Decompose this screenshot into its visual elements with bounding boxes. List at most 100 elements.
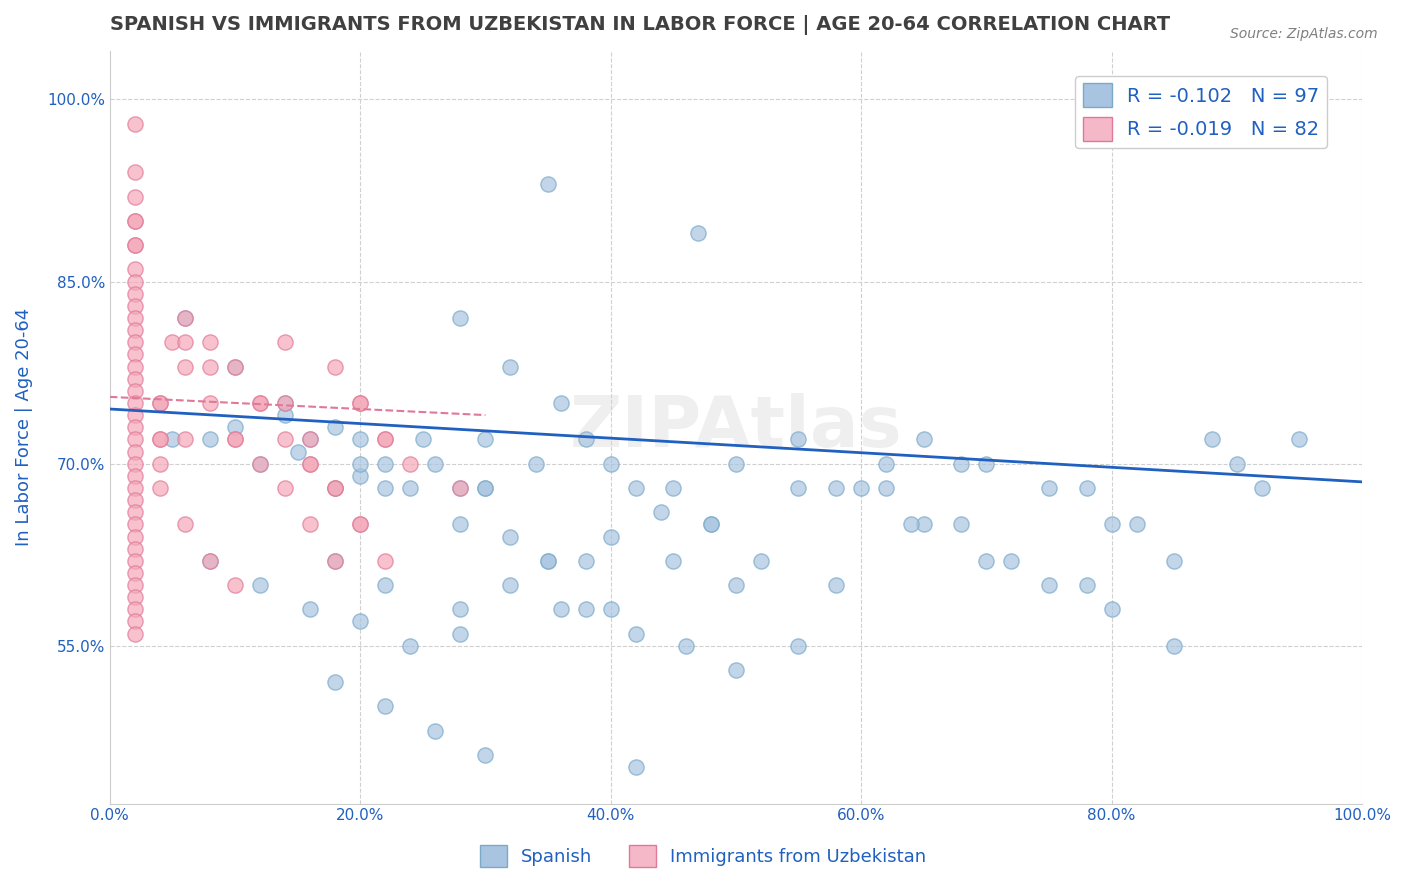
Point bbox=[124, 396, 146, 410]
Y-axis label: In Labor Force | Age 20-64: In Labor Force | Age 20-64 bbox=[15, 308, 32, 547]
Point bbox=[950, 457, 973, 471]
Point bbox=[349, 615, 371, 629]
Point bbox=[349, 517, 371, 532]
Point bbox=[323, 675, 346, 690]
Point bbox=[274, 335, 297, 350]
Point bbox=[323, 554, 346, 568]
Point bbox=[349, 396, 371, 410]
Point bbox=[374, 554, 396, 568]
Point bbox=[124, 359, 146, 374]
Point bbox=[173, 310, 195, 325]
Point bbox=[274, 396, 297, 410]
Point bbox=[124, 591, 146, 605]
Point bbox=[198, 359, 221, 374]
Point bbox=[474, 747, 496, 762]
Point bbox=[662, 554, 685, 568]
Point bbox=[425, 723, 447, 738]
Point bbox=[224, 359, 246, 374]
Point bbox=[449, 481, 471, 495]
Point bbox=[124, 578, 146, 592]
Point bbox=[650, 505, 672, 519]
Point bbox=[499, 529, 522, 543]
Point bbox=[287, 444, 309, 458]
Point bbox=[724, 663, 747, 677]
Point bbox=[1101, 517, 1123, 532]
Point bbox=[198, 396, 221, 410]
Point bbox=[323, 359, 346, 374]
Point bbox=[550, 396, 572, 410]
Point bbox=[1101, 602, 1123, 616]
Point bbox=[124, 214, 146, 228]
Point bbox=[349, 433, 371, 447]
Point bbox=[1288, 433, 1310, 447]
Point bbox=[173, 517, 195, 532]
Point bbox=[274, 396, 297, 410]
Point bbox=[224, 433, 246, 447]
Point bbox=[1038, 578, 1060, 592]
Point bbox=[224, 359, 246, 374]
Point bbox=[449, 517, 471, 532]
Point bbox=[124, 238, 146, 252]
Point bbox=[124, 408, 146, 422]
Point bbox=[1163, 554, 1185, 568]
Point bbox=[124, 554, 146, 568]
Point bbox=[900, 517, 922, 532]
Point bbox=[1201, 433, 1223, 447]
Point bbox=[749, 554, 772, 568]
Point bbox=[124, 165, 146, 179]
Point bbox=[173, 359, 195, 374]
Point bbox=[599, 457, 621, 471]
Point bbox=[124, 372, 146, 386]
Point bbox=[575, 433, 598, 447]
Point bbox=[399, 639, 422, 653]
Point bbox=[124, 615, 146, 629]
Point bbox=[149, 433, 172, 447]
Point bbox=[688, 226, 710, 240]
Point bbox=[299, 602, 322, 616]
Point bbox=[299, 457, 322, 471]
Point bbox=[124, 189, 146, 203]
Point bbox=[323, 481, 346, 495]
Point bbox=[787, 639, 810, 653]
Point bbox=[575, 554, 598, 568]
Point bbox=[124, 310, 146, 325]
Legend: Spanish, Immigrants from Uzbekistan: Spanish, Immigrants from Uzbekistan bbox=[472, 838, 934, 874]
Point bbox=[124, 493, 146, 508]
Point bbox=[599, 529, 621, 543]
Point bbox=[162, 335, 184, 350]
Point bbox=[449, 626, 471, 640]
Point bbox=[349, 517, 371, 532]
Point bbox=[249, 396, 271, 410]
Point bbox=[1226, 457, 1249, 471]
Point bbox=[787, 433, 810, 447]
Point bbox=[724, 457, 747, 471]
Point bbox=[124, 517, 146, 532]
Point bbox=[374, 433, 396, 447]
Point bbox=[825, 578, 848, 592]
Point bbox=[524, 457, 547, 471]
Point bbox=[399, 457, 422, 471]
Point bbox=[374, 699, 396, 714]
Point bbox=[425, 457, 447, 471]
Point bbox=[124, 529, 146, 543]
Point bbox=[537, 554, 560, 568]
Point bbox=[675, 639, 697, 653]
Point bbox=[124, 457, 146, 471]
Point bbox=[124, 468, 146, 483]
Point bbox=[124, 602, 146, 616]
Point bbox=[349, 396, 371, 410]
Text: Source: ZipAtlas.com: Source: ZipAtlas.com bbox=[1230, 27, 1378, 41]
Point bbox=[299, 457, 322, 471]
Point bbox=[575, 602, 598, 616]
Point bbox=[499, 578, 522, 592]
Point bbox=[124, 420, 146, 434]
Point bbox=[374, 433, 396, 447]
Legend: R = -0.102   N = 97, R = -0.019   N = 82: R = -0.102 N = 97, R = -0.019 N = 82 bbox=[1074, 76, 1327, 148]
Point bbox=[224, 420, 246, 434]
Point bbox=[499, 359, 522, 374]
Point bbox=[124, 286, 146, 301]
Point bbox=[912, 433, 935, 447]
Point bbox=[1163, 639, 1185, 653]
Point bbox=[700, 517, 723, 532]
Point bbox=[976, 554, 998, 568]
